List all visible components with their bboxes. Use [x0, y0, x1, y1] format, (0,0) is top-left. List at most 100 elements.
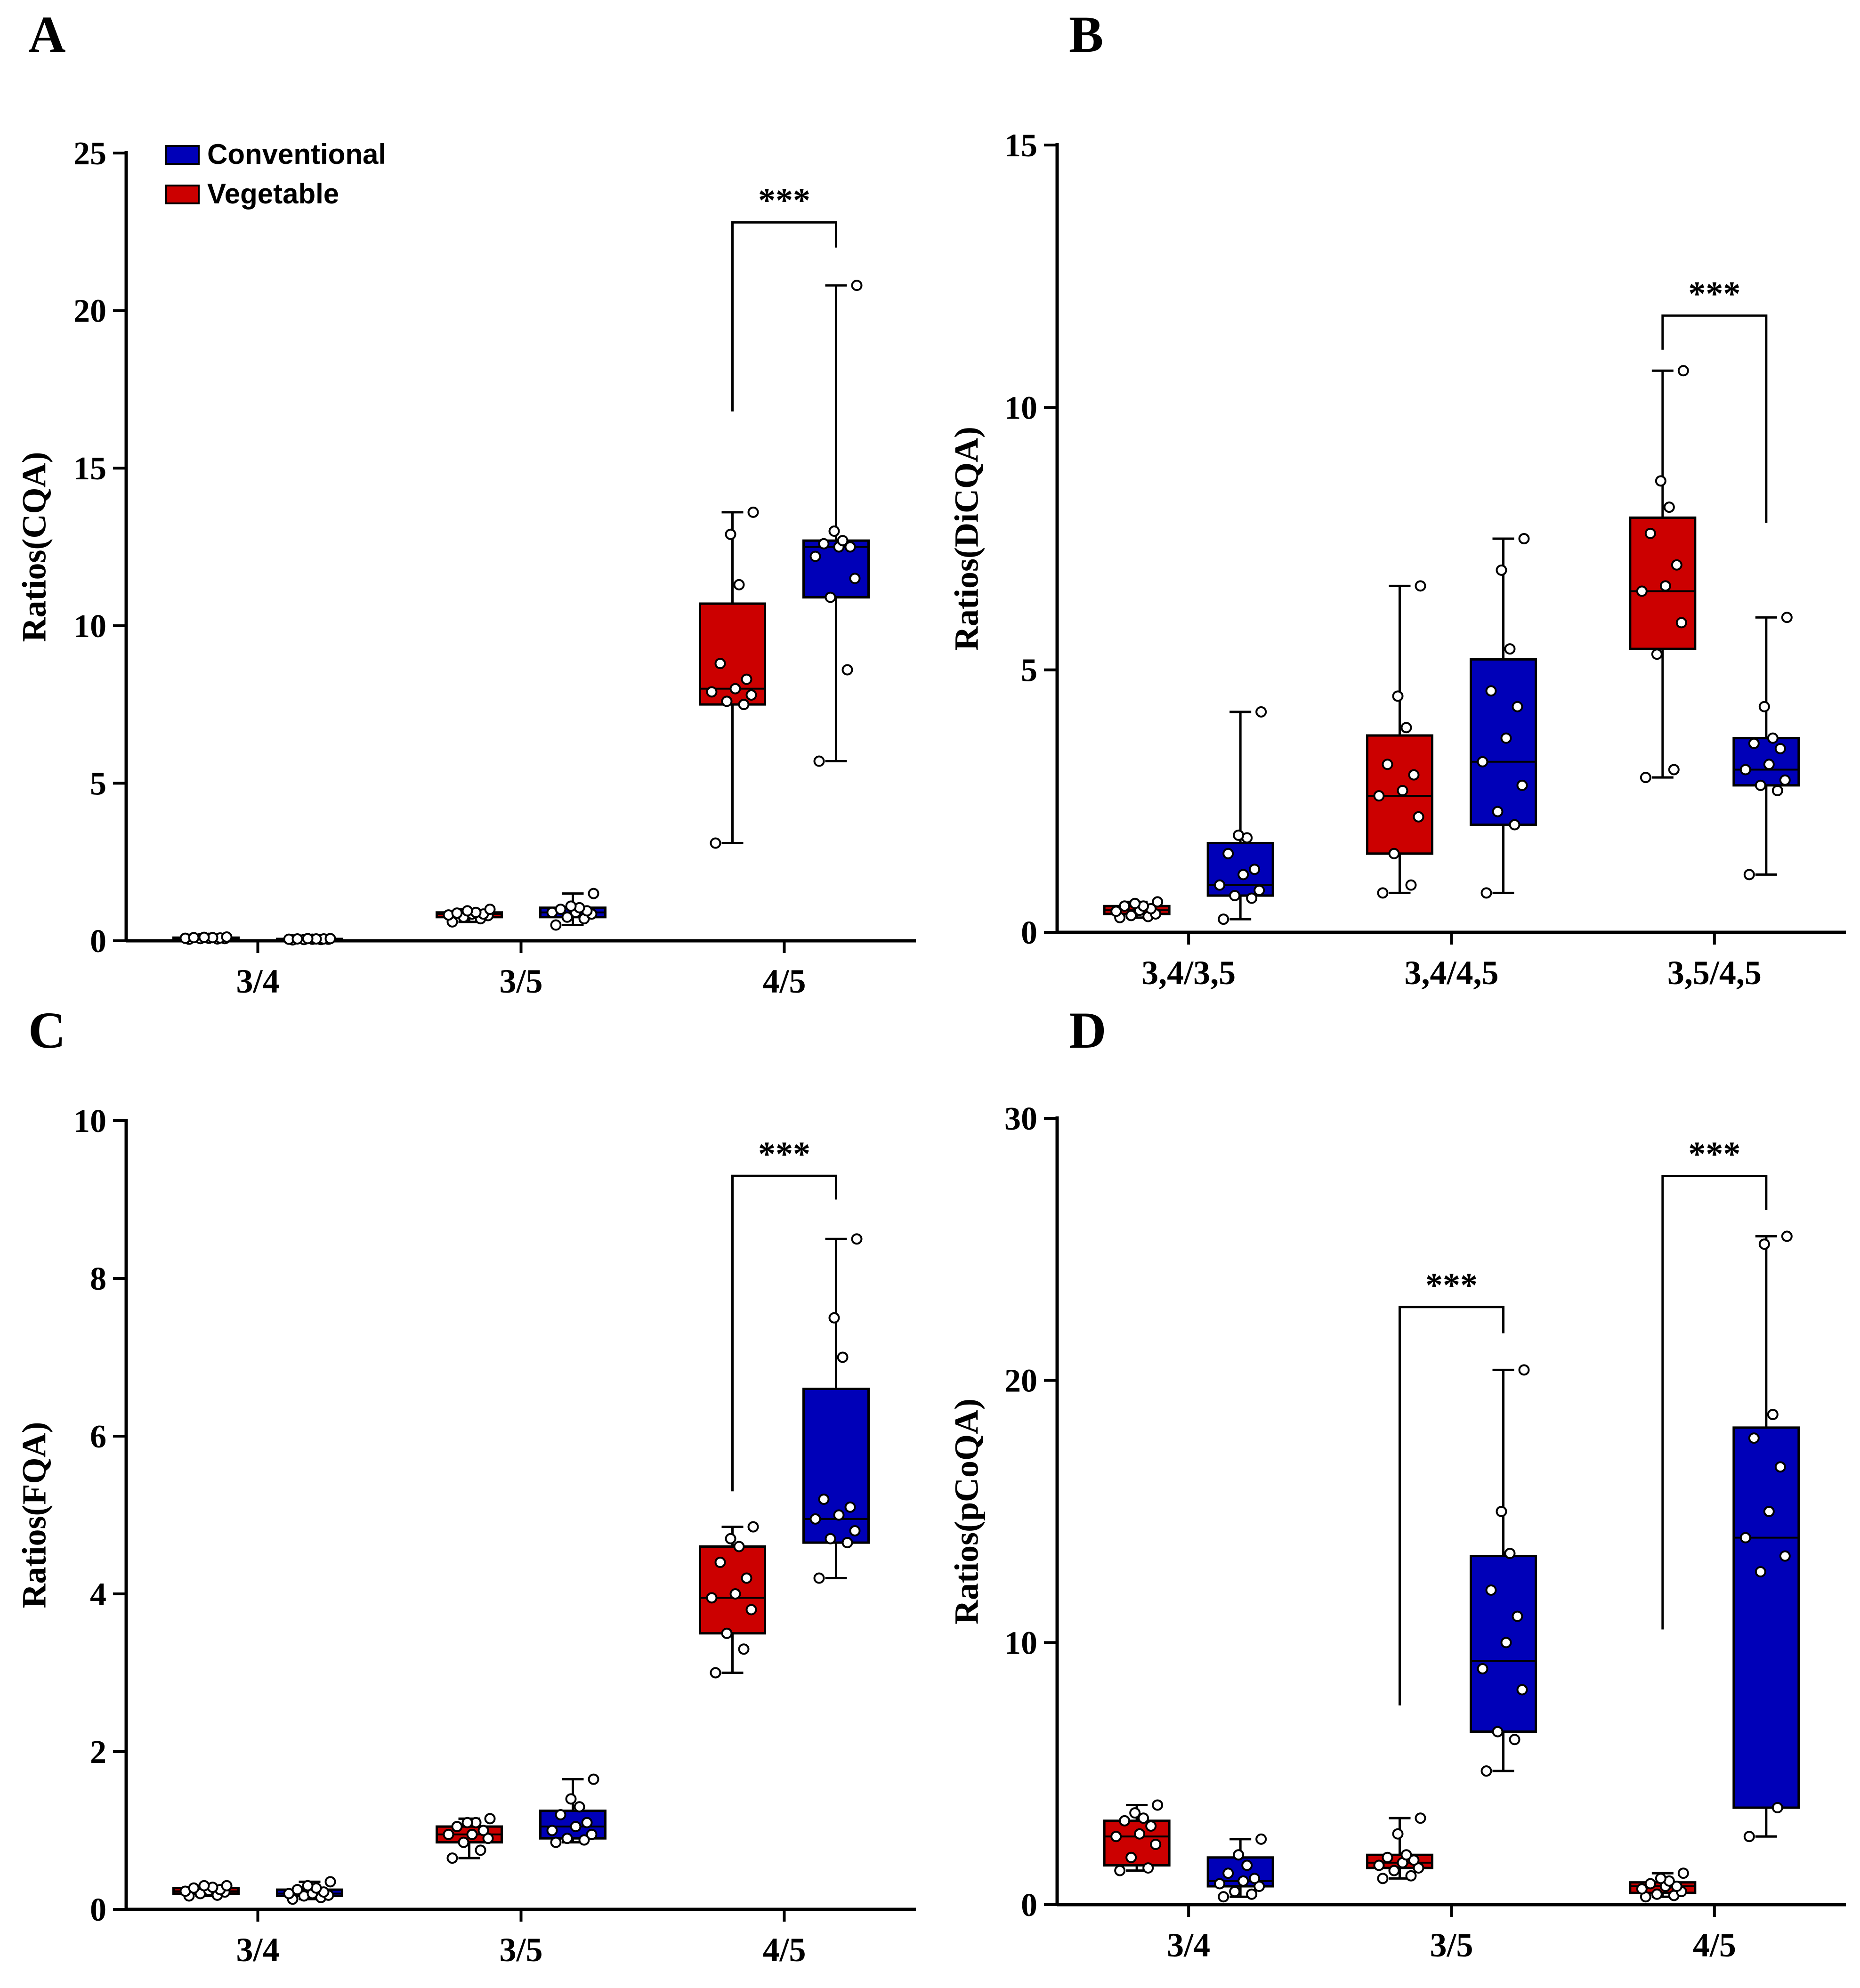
data-point [745, 689, 757, 701]
y-tick-label: 2 [90, 1734, 106, 1770]
data-point [833, 1509, 845, 1521]
data-point [1138, 1812, 1149, 1824]
data-point [1129, 897, 1141, 909]
data-point [1671, 1881, 1682, 1892]
data-point [1408, 769, 1420, 781]
data-point [198, 931, 210, 943]
data-point [443, 1828, 454, 1840]
data-point [1134, 1828, 1146, 1840]
data-point [458, 1836, 469, 1848]
data-point [1246, 1888, 1258, 1900]
y-tick-label: 30 [1004, 1101, 1037, 1137]
data-point [745, 1604, 757, 1616]
box-vegetable [172, 1880, 240, 1902]
data-point [1241, 1859, 1253, 1871]
data-point [324, 1876, 336, 1888]
data-point [1655, 475, 1666, 487]
data-point [477, 1825, 489, 1836]
data-point [1516, 779, 1528, 791]
data-point [565, 1793, 577, 1805]
data-point [818, 538, 830, 550]
legend: Conventional Vegetable [165, 138, 386, 210]
box-conventional [276, 933, 343, 946]
data-point [302, 933, 314, 945]
data-point [1150, 1838, 1162, 1850]
data-point [1255, 1833, 1267, 1845]
data-point [555, 904, 566, 915]
data-point [1518, 533, 1530, 544]
significance-label: *** [1688, 1135, 1740, 1173]
data-point [466, 1828, 478, 1840]
data-point [1237, 869, 1249, 881]
data-point [725, 528, 736, 540]
data-point [1748, 1432, 1760, 1444]
data-point [1142, 1862, 1154, 1874]
data-point [1651, 648, 1663, 660]
data-point [555, 1809, 566, 1820]
data-point [1763, 1506, 1775, 1517]
y-axis-title: Ratios(pCoQA) [948, 1398, 986, 1624]
data-point [1218, 913, 1229, 925]
data-point [1763, 759, 1775, 770]
data-point [1771, 1802, 1783, 1814]
data-point [1485, 685, 1497, 697]
data-point [721, 695, 733, 707]
y-tick-label: 4 [90, 1576, 106, 1613]
data-point [809, 550, 821, 562]
data-point [1480, 887, 1492, 899]
data-point [1496, 564, 1507, 576]
bracket-line [1399, 1306, 1504, 1705]
data-point [1767, 732, 1779, 744]
data-point [1485, 1584, 1497, 1596]
data-point [828, 1312, 840, 1324]
data-point [825, 591, 836, 603]
data-point [581, 1817, 593, 1828]
legend-swatch [165, 145, 200, 165]
data-point [1152, 1799, 1164, 1811]
box-vegetable [1366, 580, 1433, 899]
box-vegetable [1629, 365, 1697, 784]
box-conventional [539, 1773, 607, 1848]
data-point [1779, 1550, 1791, 1562]
x-tick-label: 3/4 [236, 962, 279, 1000]
data-point [741, 1572, 752, 1584]
box-vegetable [1103, 1799, 1171, 1876]
data-point [813, 1572, 825, 1584]
data-point [1373, 1859, 1385, 1871]
data-point [851, 1233, 863, 1245]
bracket-line [1661, 314, 1768, 523]
data-point [733, 1541, 745, 1552]
data-point [706, 1592, 718, 1604]
y-tick-label: 20 [1004, 1363, 1037, 1399]
data-point [1758, 1238, 1770, 1250]
y-tick-label: 20 [73, 293, 106, 330]
data-point [1125, 910, 1137, 921]
data-point [1413, 1862, 1424, 1874]
data-point [1222, 848, 1234, 859]
data-point [1743, 1831, 1755, 1843]
x-tick-label: 3/5 [499, 1931, 542, 1969]
data-point [1781, 1230, 1793, 1242]
data-point [849, 1525, 861, 1536]
data-point [813, 755, 825, 767]
data-point [1400, 722, 1412, 734]
y-tick-label: 0 [90, 923, 106, 960]
data-point [1739, 1532, 1751, 1544]
data-point [1748, 737, 1760, 749]
data-point [828, 525, 840, 537]
y-tick-label: 25 [73, 136, 106, 172]
box-conventional [539, 888, 607, 931]
bracket-line [731, 1174, 837, 1492]
panel-A: A 0 5 10 15 20 25 Ratios(CQA) 3/4 3/5 4/5 *** Conven… [16, 6, 916, 1000]
data-point [1233, 829, 1245, 841]
data-point [849, 573, 861, 584]
box-conventional [802, 280, 870, 767]
data-point [1119, 900, 1131, 912]
data-point [714, 1557, 726, 1568]
data-point [586, 1828, 598, 1840]
data-point [747, 506, 759, 518]
box-iqr [1732, 1426, 1800, 1809]
box-conventional [1732, 1230, 1800, 1843]
data-point [291, 1884, 303, 1896]
